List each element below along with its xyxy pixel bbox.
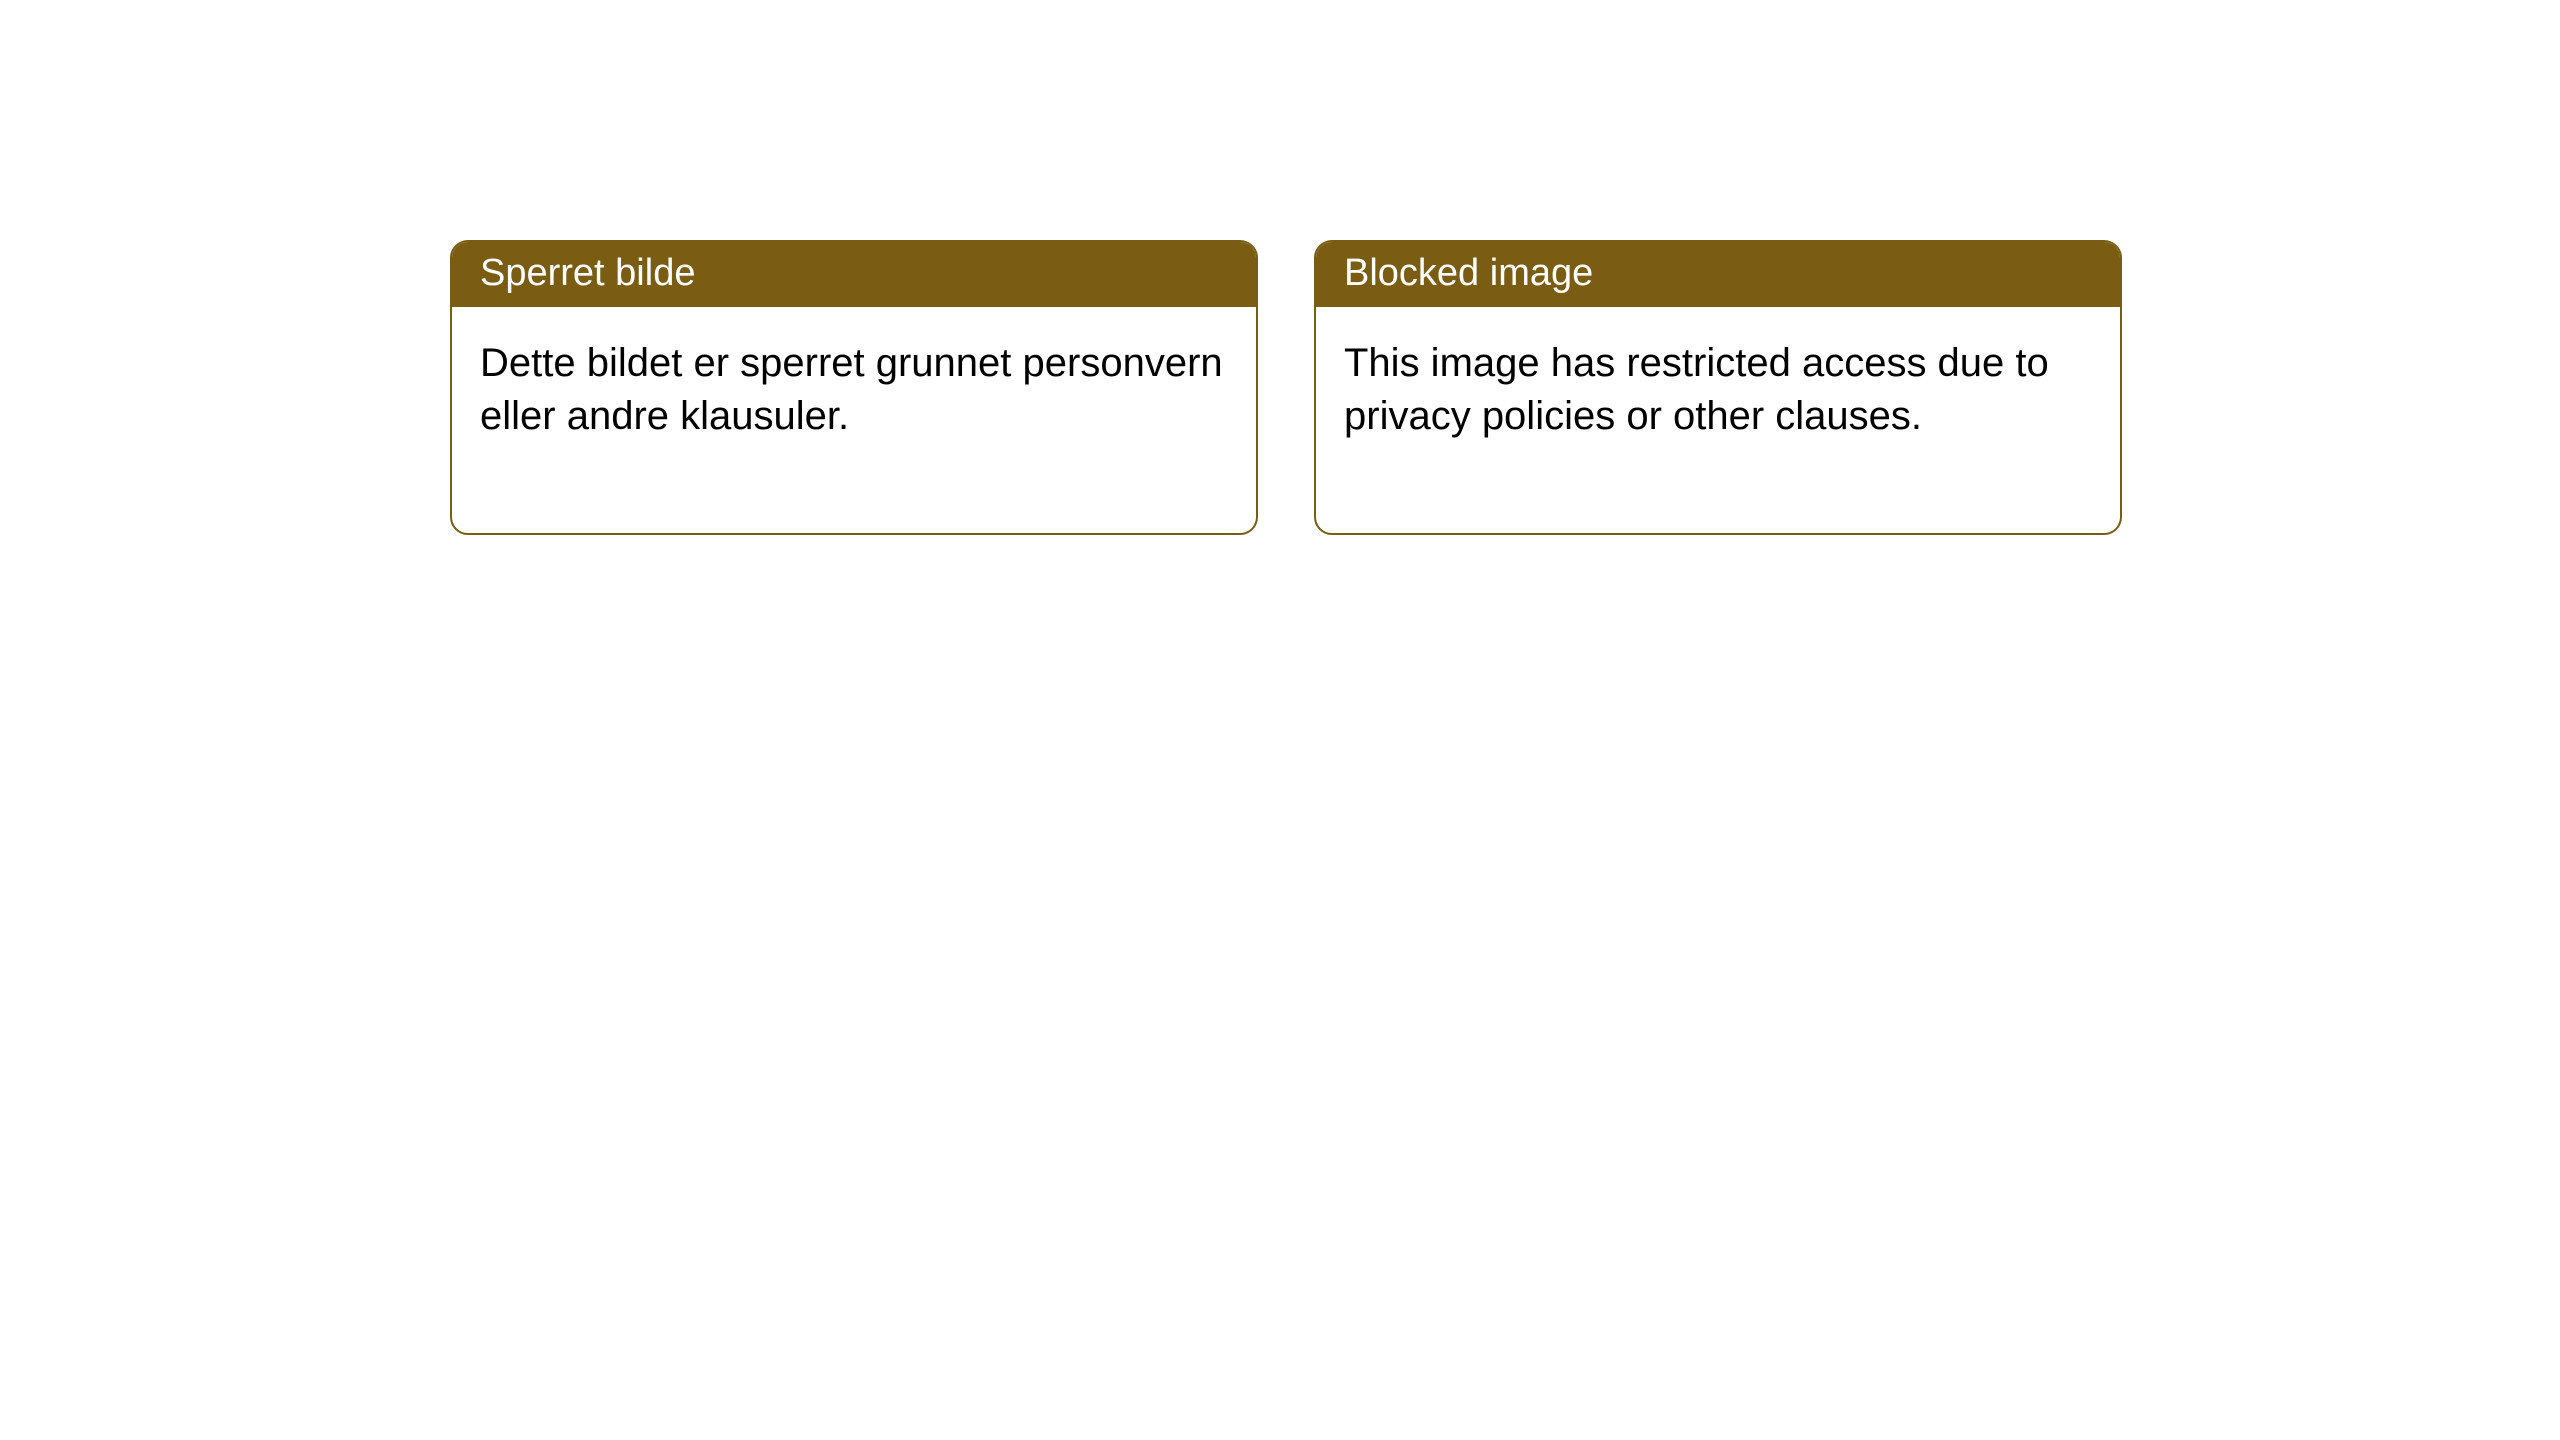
notice-body: This image has restricted access due to … bbox=[1316, 307, 2120, 533]
notice-container: Sperret bilde Dette bildet er sperret gr… bbox=[0, 0, 2560, 535]
notice-card-norwegian: Sperret bilde Dette bildet er sperret gr… bbox=[450, 240, 1258, 535]
notice-card-english: Blocked image This image has restricted … bbox=[1314, 240, 2122, 535]
notice-body: Dette bildet er sperret grunnet personve… bbox=[452, 307, 1256, 533]
notice-header: Sperret bilde bbox=[452, 242, 1256, 307]
notice-header: Blocked image bbox=[1316, 242, 2120, 307]
